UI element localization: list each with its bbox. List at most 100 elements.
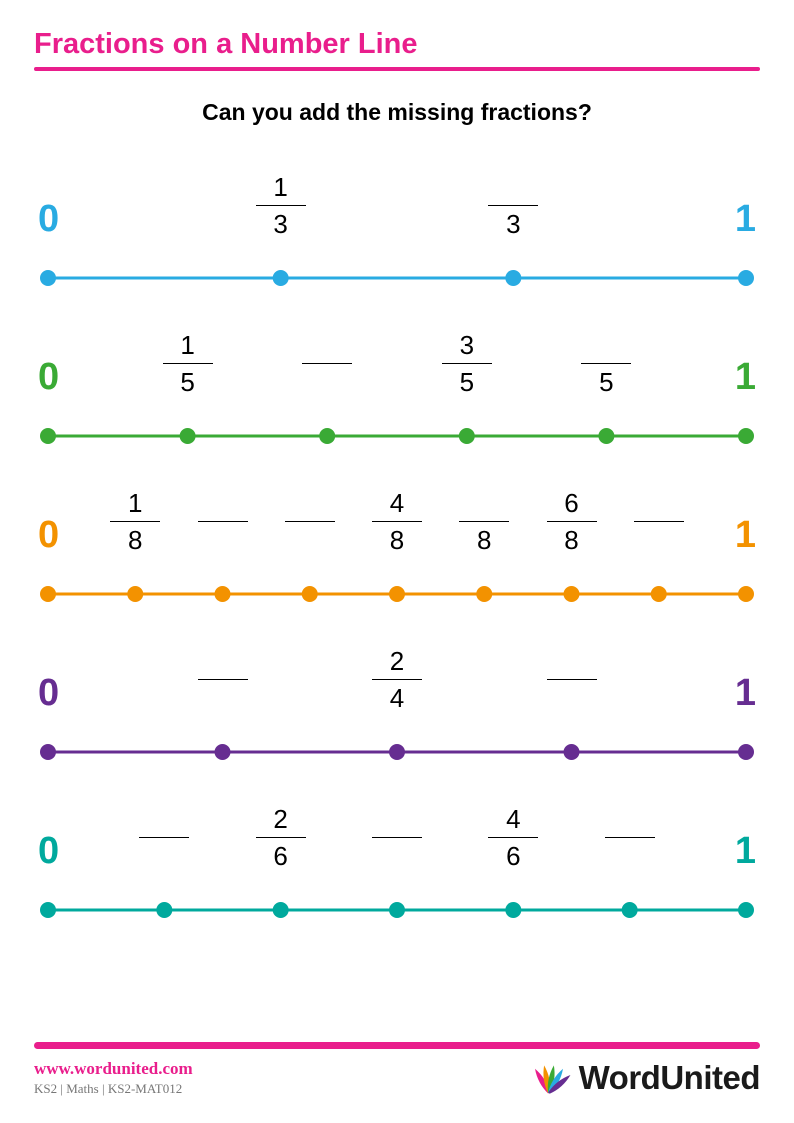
fraction[interactable]: 46	[488, 804, 538, 871]
fraction-denominator[interactable]	[547, 683, 597, 713]
fraction-denominator[interactable]	[302, 367, 352, 397]
fraction[interactable]	[302, 330, 352, 397]
fractions-row: 15355	[82, 330, 712, 414]
fraction-bar	[459, 521, 509, 522]
fraction-bar	[372, 837, 422, 838]
number-line: 0115355	[38, 320, 756, 470]
fraction-numerator[interactable]	[139, 804, 189, 834]
fraction[interactable]: 35	[442, 330, 492, 397]
fraction[interactable]: 8	[459, 488, 509, 555]
fraction-numerator[interactable]: 1	[256, 172, 306, 202]
fraction-denominator[interactable]: 8	[459, 525, 509, 555]
endpoint-end: 1	[735, 200, 756, 238]
footer-left: www.wordunited.com KS2 | Maths | KS2-MAT…	[34, 1059, 193, 1097]
fraction-numerator[interactable]: 1	[110, 488, 160, 518]
endpoint-start: 0	[38, 516, 59, 554]
fraction-numerator[interactable]	[605, 804, 655, 834]
fraction-denominator[interactable]	[139, 841, 189, 871]
fraction-denominator[interactable]: 6	[256, 841, 306, 871]
fraction-numerator[interactable]: 6	[547, 488, 597, 518]
fraction-numerator[interactable]	[372, 804, 422, 834]
fraction-denominator[interactable]: 4	[372, 683, 422, 713]
title-text: Fractions on a Number Line	[34, 28, 418, 60]
number-lines-container: 0113301153550118488680124012646	[34, 162, 760, 944]
fraction-numerator[interactable]	[547, 646, 597, 676]
fraction-bar	[285, 521, 335, 522]
instruction-text: Can you add the missing fractions?	[34, 99, 760, 126]
endpoint-start: 0	[38, 358, 59, 396]
fraction-numerator[interactable]	[634, 488, 684, 518]
fraction-numerator[interactable]: 1	[163, 330, 213, 360]
fraction[interactable]: 13	[256, 172, 306, 239]
fraction-numerator[interactable]: 4	[488, 804, 538, 834]
fraction[interactable]: 5	[581, 330, 631, 397]
fraction-denominator[interactable]	[198, 683, 248, 713]
fraction-numerator[interactable]	[302, 330, 352, 360]
endpoint-start: 0	[38, 832, 59, 870]
fraction[interactable]: 18	[110, 488, 160, 555]
fraction-bar	[547, 679, 597, 680]
fraction-bar	[198, 679, 248, 680]
fraction-denominator[interactable]: 8	[110, 525, 160, 555]
brand: WordUnited	[527, 1059, 760, 1097]
fraction-numerator[interactable]	[285, 488, 335, 518]
fraction-numerator[interactable]	[488, 172, 538, 202]
fraction[interactable]: 24	[372, 646, 422, 713]
endpoint-end: 1	[735, 516, 756, 554]
fraction[interactable]: 48	[372, 488, 422, 555]
fractions-row: 133	[82, 172, 712, 256]
fraction-bar	[547, 521, 597, 522]
fraction-denominator[interactable]	[372, 841, 422, 871]
fraction-denominator[interactable]: 3	[256, 209, 306, 239]
footer: www.wordunited.com KS2 | Maths | KS2-MAT…	[34, 1042, 760, 1097]
fraction[interactable]: 3	[488, 172, 538, 239]
fraction-numerator[interactable]	[581, 330, 631, 360]
fraction-numerator[interactable]: 4	[372, 488, 422, 518]
title-underline	[34, 67, 760, 71]
fraction-bar	[110, 521, 160, 522]
fraction-numerator[interactable]	[459, 488, 509, 518]
fraction[interactable]: 68	[547, 488, 597, 555]
fractions-row: 1848868	[82, 488, 712, 572]
fraction[interactable]: 26	[256, 804, 306, 871]
number-line-svg	[38, 741, 756, 763]
fraction-numerator[interactable]	[198, 646, 248, 676]
fraction[interactable]	[285, 488, 335, 555]
fraction[interactable]	[547, 646, 597, 713]
fraction[interactable]	[139, 804, 189, 871]
fraction-denominator[interactable]	[634, 525, 684, 555]
fraction[interactable]	[634, 488, 684, 555]
fraction-denominator[interactable]: 5	[442, 367, 492, 397]
number-line-svg	[38, 425, 756, 447]
fraction-denominator[interactable]: 8	[547, 525, 597, 555]
fraction-numerator[interactable]: 2	[372, 646, 422, 676]
number-line: 012646	[38, 794, 756, 944]
fraction-bar	[302, 363, 352, 364]
fraction-denominator[interactable]: 5	[163, 367, 213, 397]
fraction-denominator[interactable]: 8	[372, 525, 422, 555]
fraction-denominator[interactable]: 5	[581, 367, 631, 397]
fraction[interactable]	[372, 804, 422, 871]
fraction-denominator[interactable]	[198, 525, 248, 555]
endpoint-end: 1	[735, 832, 756, 870]
brand-logo-icon	[527, 1059, 571, 1097]
fraction-bar	[139, 837, 189, 838]
fraction[interactable]	[198, 646, 248, 713]
fraction-denominator[interactable]: 6	[488, 841, 538, 871]
fraction-denominator[interactable]	[605, 841, 655, 871]
footer-bar	[34, 1042, 760, 1049]
fraction[interactable]: 15	[163, 330, 213, 397]
fraction[interactable]	[605, 804, 655, 871]
fraction-numerator[interactable]	[198, 488, 248, 518]
fraction[interactable]	[198, 488, 248, 555]
fraction-numerator[interactable]: 3	[442, 330, 492, 360]
fraction-numerator[interactable]: 2	[256, 804, 306, 834]
fraction-denominator[interactable]	[285, 525, 335, 555]
fraction-bar	[256, 205, 306, 206]
number-line-svg	[38, 899, 756, 921]
page-title: Fractions on a Number Line	[34, 28, 760, 61]
footer-row: www.wordunited.com KS2 | Maths | KS2-MAT…	[34, 1059, 760, 1097]
number-line: 011848868	[38, 478, 756, 628]
fraction-denominator[interactable]: 3	[488, 209, 538, 239]
fraction-bar	[442, 363, 492, 364]
